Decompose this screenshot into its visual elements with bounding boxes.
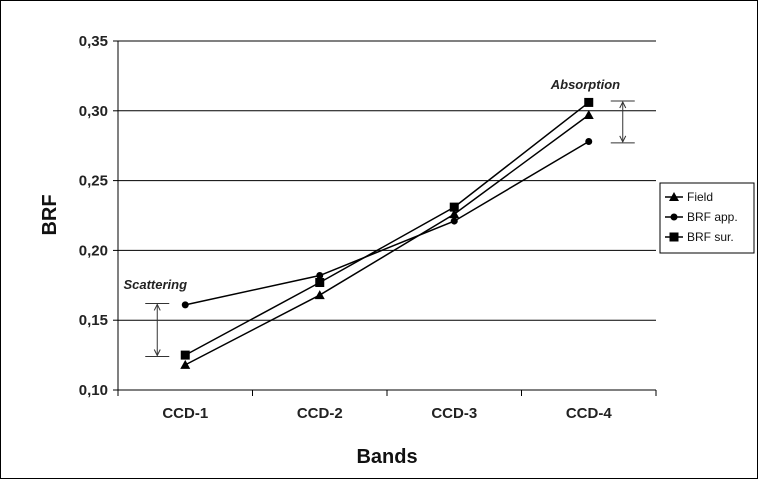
arrow-head xyxy=(153,303,161,311)
series-group xyxy=(180,109,594,369)
point-marker xyxy=(316,272,324,280)
arrow-head xyxy=(619,100,627,109)
legend-marker xyxy=(669,232,679,242)
series-line xyxy=(184,101,590,356)
series-line xyxy=(184,114,590,366)
x-tick-label: CCD-4 xyxy=(566,405,612,422)
annotation-bracket: Scattering xyxy=(123,277,187,357)
legend-label: BRF app. xyxy=(687,210,738,224)
y-tick-label: 0,20 xyxy=(79,242,108,259)
legend-marker xyxy=(670,213,678,221)
axes: 0,10 0,15 0,20 0,25 0,30 0,35 CCD-1 CCD-2 CCD-3 C… xyxy=(79,33,657,422)
legend-item: Field xyxy=(665,190,713,204)
y-tick-label: 0,10 xyxy=(79,382,108,399)
series xyxy=(180,97,594,369)
y-tick-label: 0,30 xyxy=(79,103,108,120)
legend: Field BRF app. BRF sur. xyxy=(659,182,755,254)
point-marker xyxy=(585,138,593,146)
annotation-label: Absorption xyxy=(550,77,620,92)
x-tick-label: CCD-2 xyxy=(297,405,343,422)
point-marker xyxy=(450,217,458,225)
point-marker xyxy=(181,301,189,309)
point-marker xyxy=(180,350,190,360)
annotation-bracket: Absorption xyxy=(550,77,635,144)
legend-label: Field xyxy=(687,190,713,204)
series-group xyxy=(181,138,593,309)
arrow-head xyxy=(619,135,627,144)
point-marker xyxy=(314,290,325,300)
x-axis-title: Bands xyxy=(356,446,417,468)
y-tick-label: 0,25 xyxy=(79,173,108,190)
x-tick-label: CCD-1 xyxy=(162,405,208,422)
series-group xyxy=(180,97,594,360)
y-tick-label: 0,15 xyxy=(79,312,108,329)
point-marker xyxy=(315,278,325,288)
annotation-label: Scattering xyxy=(123,277,187,292)
x-tick-label: CCD-3 xyxy=(431,405,477,422)
gridlines xyxy=(118,40,656,321)
point-marker xyxy=(449,202,459,212)
series-line xyxy=(185,140,590,306)
legend-marker xyxy=(669,192,679,201)
y-axis-title: BRF xyxy=(39,194,61,235)
annotations: Scattering Absorption xyxy=(123,77,635,357)
point-marker xyxy=(180,359,191,369)
point-marker xyxy=(584,97,594,107)
arrow-head xyxy=(153,349,161,357)
legend-label: BRF sur. xyxy=(687,230,734,244)
y-tick-label: 0,35 xyxy=(79,33,108,50)
point-marker xyxy=(449,209,460,219)
point-marker xyxy=(583,109,594,119)
legend-item: BRF sur. xyxy=(665,230,734,244)
legend-item: BRF app. xyxy=(665,210,738,224)
plot-area xyxy=(118,41,656,390)
